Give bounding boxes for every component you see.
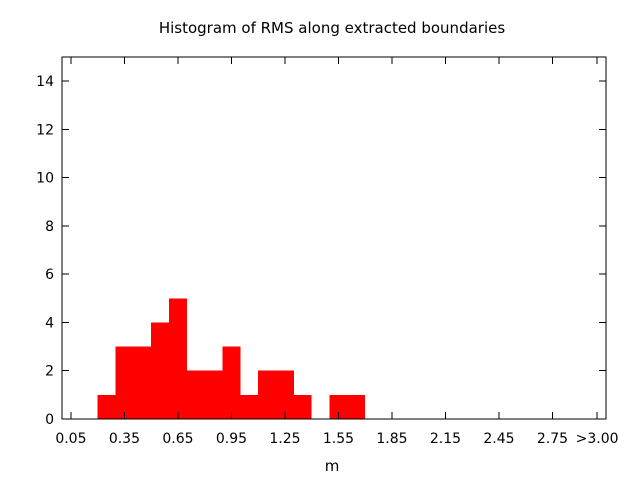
x-tick-label-7: 2.15	[430, 431, 461, 447]
x-tick-label-1: 0.35	[109, 431, 140, 447]
y-tick-label-5: 10	[36, 171, 54, 187]
x-tick-label-9: 2.75	[537, 431, 568, 447]
y-tick-label-2: 4	[45, 315, 54, 331]
x-tick-label-5: 1.55	[323, 431, 354, 447]
x-tick-label-4: 1.25	[269, 431, 300, 447]
histogram-bar-0	[97, 394, 116, 419]
histogram-bar-4	[169, 298, 187, 419]
y-tick-label-7: 14	[36, 74, 54, 90]
histogram-bar-2	[133, 346, 152, 419]
x-axis-label: m	[325, 457, 340, 475]
plot-axes	[61, 56, 607, 420]
y-tick-label-1: 2	[45, 364, 54, 380]
y-tick-label-6: 12	[36, 122, 54, 138]
histogram-bar-12	[329, 394, 348, 419]
chart-title: Histogram of RMS along extracted boundar…	[159, 19, 506, 37]
histogram-bar-13	[347, 394, 366, 419]
histogram-bar-11	[293, 394, 312, 419]
histogram-bar-5	[186, 370, 205, 419]
x-tick-label-10: >3.00	[576, 431, 619, 447]
histogram-bar-10	[276, 370, 294, 419]
y-tick-label-3: 6	[45, 267, 54, 283]
x-tick-label-3: 0.95	[216, 431, 247, 447]
plot-frame	[61, 56, 607, 420]
histogram-bar-3	[151, 322, 170, 419]
histogram-bar-7	[222, 346, 241, 419]
x-tick-label-2: 0.65	[162, 431, 193, 447]
histogram-bar-1	[115, 346, 134, 419]
x-tick-label-6: 1.85	[376, 431, 407, 447]
histogram-bars	[97, 298, 366, 419]
x-tick-label-0: 0.05	[55, 431, 86, 447]
y-axis-ticks: 0 2 4 6 8 10 12 14	[36, 74, 606, 428]
y-tick-label-4: 8	[45, 219, 54, 235]
histogram-bar-6	[204, 370, 223, 419]
x-tick-label-8: 2.45	[483, 431, 514, 447]
histogram-bar-8	[240, 394, 259, 419]
y-tick-label-0: 0	[45, 412, 54, 428]
x-axis-ticks: 0.05 0.35 0.65 0.95 1.25 1.55 1.85 2.15 2.45 2.75…	[55, 57, 619, 447]
histogram-bar-9	[258, 370, 277, 419]
